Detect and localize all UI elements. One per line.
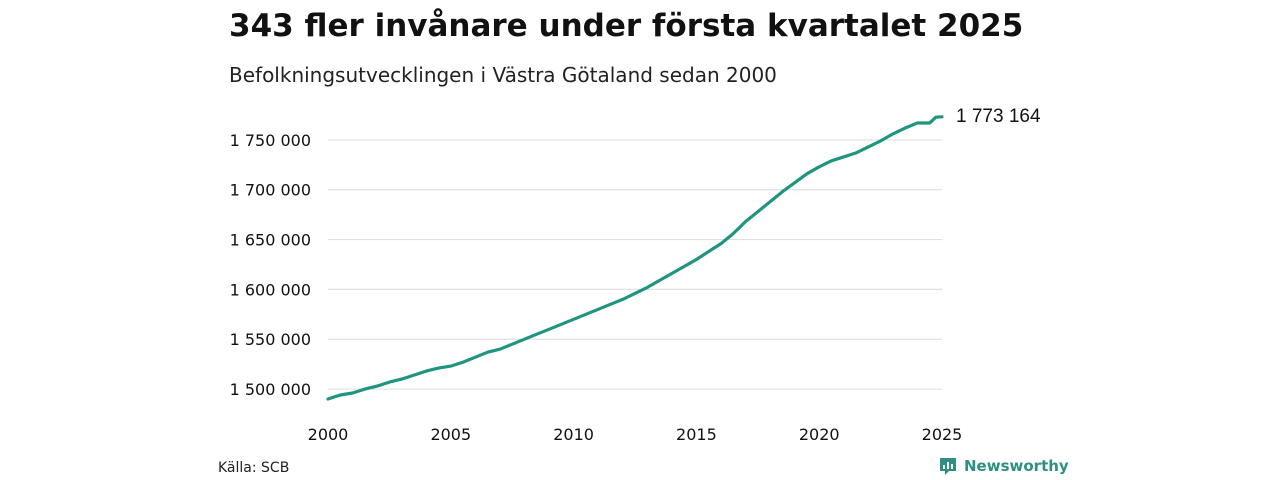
chart-title: 343 fler invånare under första kvartalet… bbox=[229, 8, 1024, 44]
brand-name: Newsworthy bbox=[964, 457, 1069, 475]
y-tick-label: 1 550 000 bbox=[230, 330, 311, 349]
end-value-label: 1 773 164 bbox=[956, 106, 1041, 127]
x-tick-label: 2010 bbox=[553, 425, 594, 444]
source-note: Källa: SCB bbox=[218, 460, 290, 476]
y-tick-label: 1 750 000 bbox=[230, 131, 311, 150]
x-tick-label: 2000 bbox=[308, 425, 349, 444]
x-tick-label: 2015 bbox=[676, 425, 717, 444]
y-tick-label: 1 650 000 bbox=[230, 231, 311, 250]
chart-subtitle: Befolkningsutvecklingen i Västra Götalan… bbox=[229, 63, 777, 87]
y-axis-tick-labels: 1 500 000 1 550 000 1 600 000 1 650 000 1 70… bbox=[230, 131, 311, 399]
y-tick-label: 1 600 000 bbox=[230, 280, 311, 299]
newsworthy-logo-icon bbox=[940, 458, 956, 475]
x-tick-label: 2020 bbox=[799, 425, 840, 444]
x-tick-label: 2025 bbox=[922, 425, 963, 444]
population-series-line bbox=[326, 115, 944, 401]
gridlines bbox=[328, 139, 942, 390]
y-tick-label: 1 500 000 bbox=[230, 380, 311, 399]
brand-mark: Newsworthy bbox=[938, 456, 1069, 476]
y-tick-label: 1 700 000 bbox=[230, 181, 311, 200]
x-tick-label: 2005 bbox=[430, 425, 471, 444]
x-axis-tick-labels: 2000 2005 2010 2015 2020 2025 bbox=[308, 425, 963, 444]
